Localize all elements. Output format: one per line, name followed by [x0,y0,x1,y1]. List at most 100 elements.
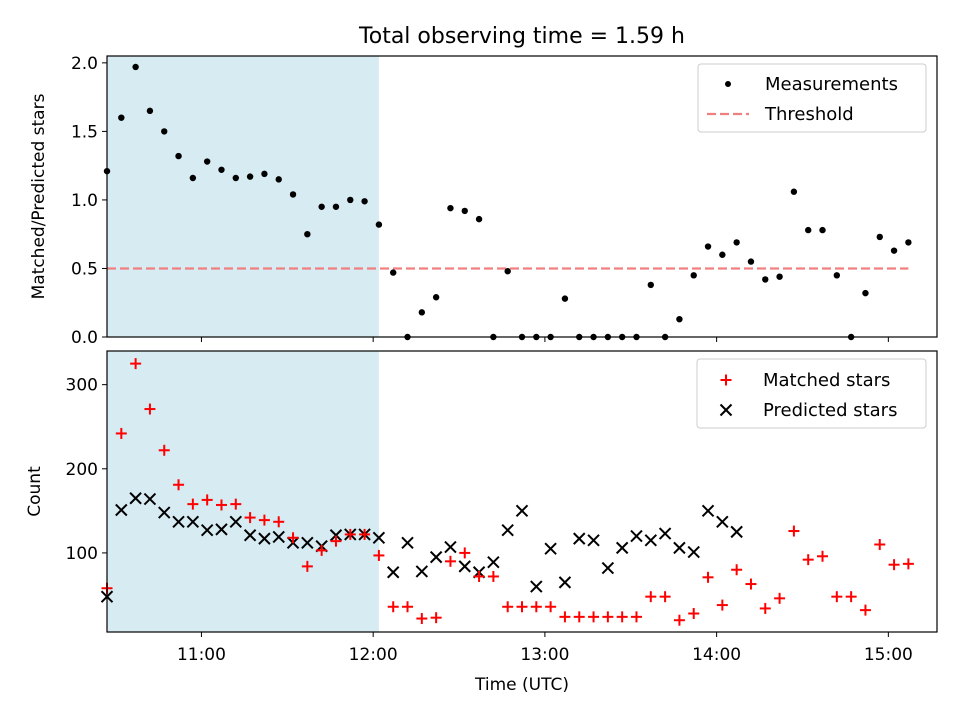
measurement-point [733,239,740,246]
predicted-star-point [487,555,500,569]
predicted-star-point [673,541,686,555]
legend-predicted-marker [719,403,733,417]
legend-cross [719,403,733,417]
measurement-point [747,258,755,265]
predicted-star-point [558,576,572,589]
measurement-point [790,188,798,195]
measurement-point [862,289,869,297]
x-tick-label: 11:00 [177,645,226,665]
predicted-star-point [587,534,600,547]
predicted-star-point [544,542,557,555]
top-legend: Measurements Threshold [697,63,927,133]
bottom-axes-frame [106,350,938,633]
bottom-panel: 100 200 300 11:00 12:00 13:00 14:00 15:00 Time… [25,350,938,695]
measurement-point [704,243,712,250]
y-tick-label: 100 [66,544,98,564]
measurement-point [833,272,841,279]
predicted-star-point [658,527,672,540]
predicted-star-point [372,531,386,544]
predicted-star-point [401,536,414,550]
measurement-point [132,63,139,71]
measurement-point [432,294,440,301]
measurement-point [447,204,454,212]
predicted-star-point [630,529,643,543]
measurement-point [289,191,297,198]
predicted-star-point [243,529,257,542]
measurement-point [275,176,282,183]
y-tick-label: 1.0 [71,191,98,211]
legend-measurements-marker [725,81,731,87]
y-tick-label: 0.5 [71,259,98,279]
y-tick-label: 0.0 [71,328,98,348]
measurement-point [118,114,125,121]
predicted-star-point [458,560,471,573]
measurement-point [203,158,211,165]
top-y-ticks: 0.0 0.5 1.0 1.5 2.0 [71,54,107,348]
predicted-star-point [386,566,400,579]
top-axes-frame [106,55,938,338]
predicted-star-point [687,545,700,559]
predicted-star-point [701,504,715,518]
x-tick-label: 13:00 [520,645,569,665]
measurement-point [504,268,511,275]
measurement-point [175,152,182,160]
measurement-point [890,247,898,254]
legend-measurements-label: Measurements [765,74,898,95]
top-highlight-span [107,56,379,337]
bottom-y-axis-label: Count [25,466,45,517]
measurement-point [475,215,483,223]
bottom-y-ticks: 100 200 300 [66,376,107,564]
predicted-star-point [186,515,200,528]
top-legend-box [697,63,927,133]
predicted-star-point [172,515,185,528]
measurement-point [776,273,783,280]
measurement-point [390,269,397,276]
measurement-point [905,239,912,246]
x-tick-label: 12:00 [349,645,398,665]
predicted-star-point [329,529,343,542]
legend-matched-marker [720,374,732,386]
measurement-point [318,203,325,210]
predicted-star-point [158,506,171,519]
predicted-star-point [573,532,586,545]
measurement-point [375,221,383,228]
predicted-star-point [615,541,629,555]
predicted-star-point [530,580,543,593]
y-tick-label: 2.0 [71,54,98,74]
predicted-star-point [258,532,271,545]
predicted-star-point [143,492,157,506]
top-x-ticks [200,337,889,342]
predicted-star-point [501,523,514,537]
measurement-point [261,170,268,178]
measurement-point [218,166,225,173]
y-tick-label: 300 [66,376,98,396]
measurement-point [146,107,154,115]
measurement-point [347,196,354,204]
predicted-star-point [215,523,228,536]
predicted-star-point [515,504,529,518]
predicted-star-point [444,540,457,554]
measurements-points [103,63,912,341]
predicted-star-point [200,523,214,537]
bottom-highlight-span [107,351,379,632]
measurement-point [805,226,812,234]
measurement-point [719,251,726,258]
x-tick-label: 15:00 [864,645,913,665]
measurement-point [418,309,426,316]
predicted-star-point [301,536,314,550]
measurement-point [189,174,197,182]
measurement-point [161,128,168,135]
bottom-legend: Matched stars Predicted stars [696,358,927,429]
measurement-point [246,173,254,180]
measurement-point [676,315,683,323]
predicted-star-point [716,515,729,528]
predicted-star-point [115,503,128,517]
measurement-point [876,233,883,241]
measurement-point [461,207,468,215]
measurement-point [332,203,340,210]
legend-matched-label: Matched stars [763,370,890,391]
top-panel: 0.0 0.5 1.0 1.5 2.0 Total observing time = 1… [29,24,938,348]
x-axis-label: Time (UTC) [474,675,569,695]
